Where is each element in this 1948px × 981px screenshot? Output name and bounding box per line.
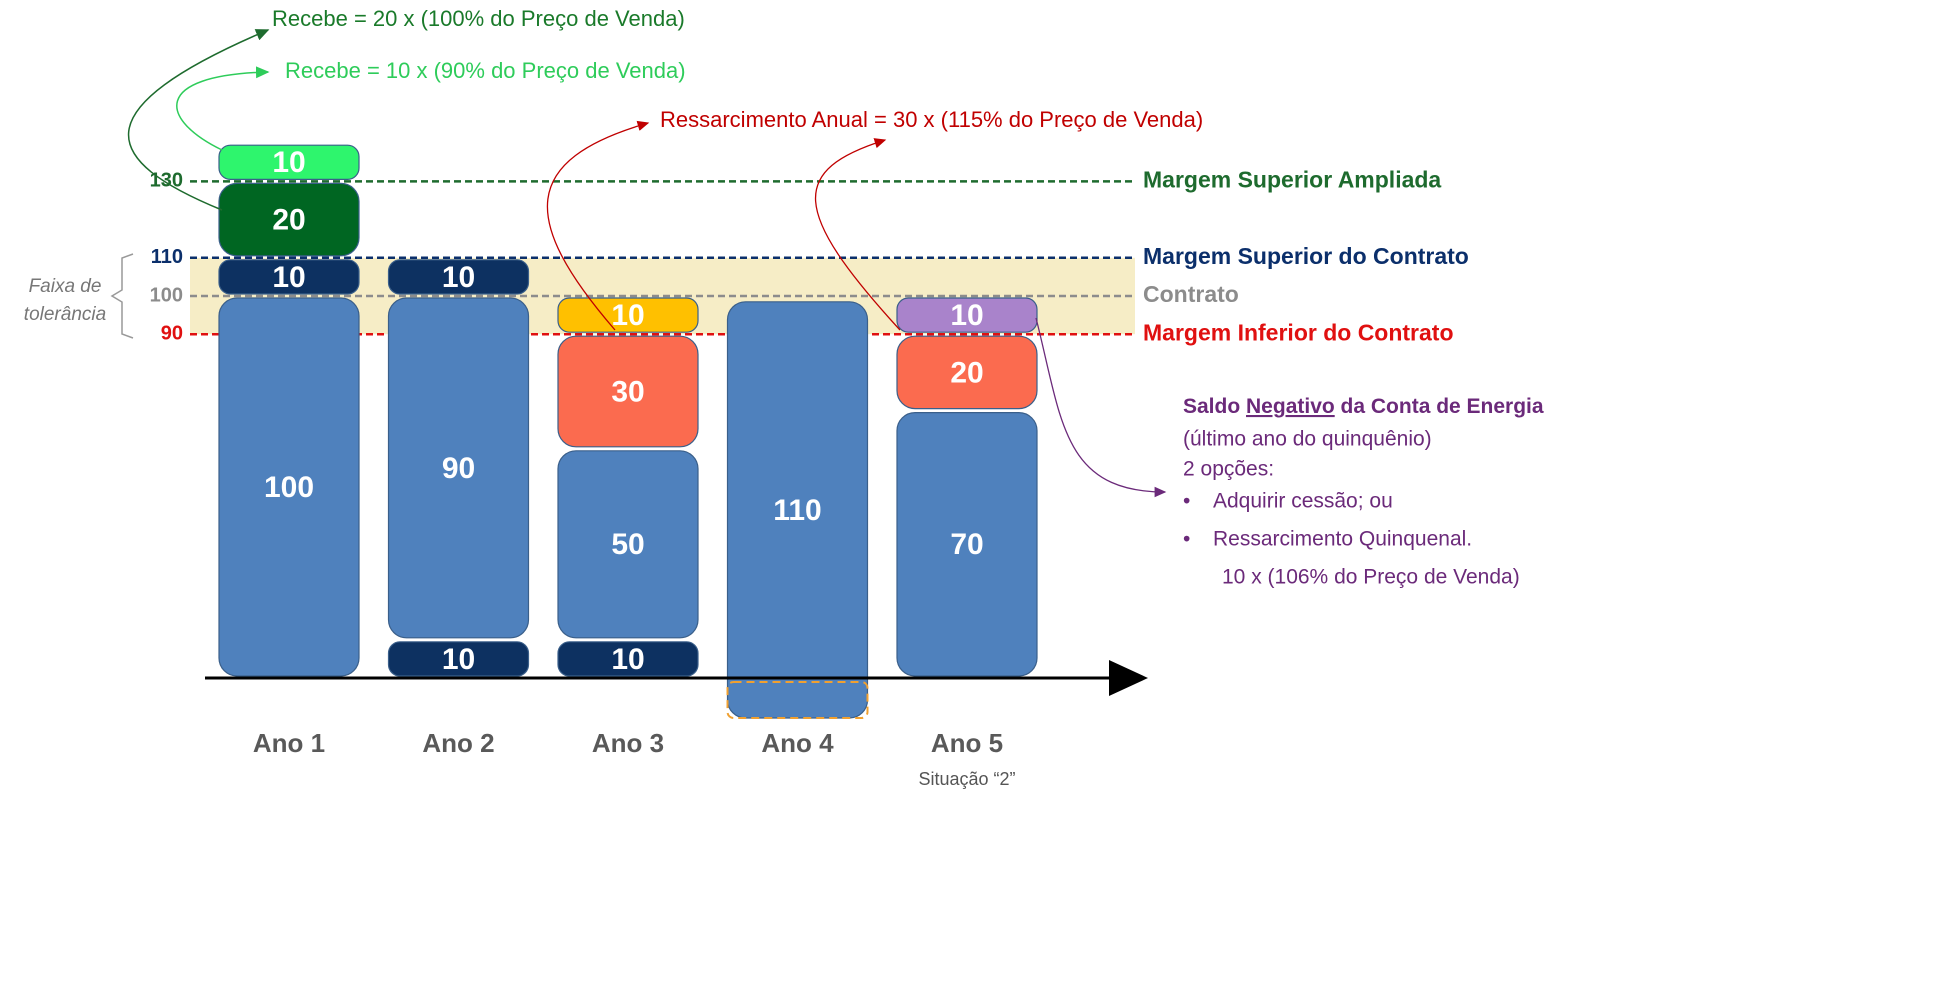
category-label: Ano 1 [253, 728, 325, 758]
category-note: Situação “2” [918, 769, 1015, 789]
bullet: Adquirir cessão; ou [1213, 490, 1393, 513]
bar-segment [387, 259, 530, 295]
category-label: Ano 3 [592, 728, 664, 758]
reference-label: Margem Superior Ampliada [1143, 166, 1441, 192]
reference-value: 100 [150, 284, 183, 306]
bullet-dot: • [1183, 528, 1190, 551]
reference-label: Contrato [1143, 281, 1239, 307]
side-note-line: (último ano do quinquênio) [1183, 428, 1432, 451]
overflow-box [726, 681, 869, 719]
segment-label: 90 [442, 452, 475, 485]
segment-label: 100 [264, 471, 314, 504]
band-label: Faixa de [29, 276, 102, 297]
arrow [1035, 317, 1167, 498]
bar-segment [896, 412, 1038, 677]
segment-label: 10 [272, 261, 305, 294]
category-label: Ano 5 [931, 728, 1003, 758]
bar-segment [218, 144, 360, 180]
segment-label: 110 [773, 494, 821, 527]
bar-segment [387, 297, 530, 639]
side-note-title: Saldo Negativo da Conta de Energia [1183, 395, 1544, 418]
segment-label: 10 [611, 299, 644, 332]
segment-label: 10 [442, 643, 475, 676]
arrow [176, 66, 270, 151]
bar-segment [557, 641, 699, 677]
segment-label: 10 [611, 643, 644, 676]
bar-segment [218, 182, 360, 257]
annotation: Recebe = 20 x (100% do Preço de Venda) [272, 6, 685, 31]
annotation: Recebe = 10 x (90% do Preço de Venda) [285, 58, 686, 83]
bar-segment [218, 297, 360, 677]
side-note-line: 2 opções: [1183, 458, 1274, 481]
reference-value: 110 [151, 246, 183, 268]
bullet-dot: • [1183, 490, 1190, 513]
reference-label: Margem Superior do Contrato [1143, 243, 1469, 269]
title-part: Saldo [1183, 395, 1246, 418]
bullet: Ressarcimento Quinquenal. [1213, 528, 1472, 551]
segment-label: 10 [950, 299, 983, 332]
bar-segment [557, 297, 699, 333]
bracket [110, 253, 134, 339]
segment-label: 50 [611, 528, 644, 561]
bar-segment [896, 297, 1038, 333]
reference-value: 130 [150, 170, 183, 192]
category-label: Ano 2 [422, 728, 494, 758]
bar-segment [387, 641, 530, 677]
bar-segment [557, 450, 699, 639]
annotation: Ressarcimento Anual = 30 x (115% do Preç… [660, 107, 1203, 132]
segment-label: 20 [950, 356, 983, 389]
arrow [128, 29, 270, 211]
title-part: Negativo [1246, 395, 1335, 418]
reference-value: 90 [161, 322, 183, 344]
segment-label: 10 [272, 146, 305, 179]
bar-segment [557, 335, 699, 448]
bar-segment [896, 335, 1038, 410]
reference-label: Margem Inferior do Contrato [1143, 319, 1454, 345]
title-part: da Conta de Energia [1335, 395, 1544, 418]
side-note-detail: 10 x (106% do Preço de Venda) [1222, 566, 1520, 589]
segment-label: 70 [950, 528, 983, 561]
segment-label: 30 [611, 375, 644, 408]
segment-label: 20 [272, 204, 305, 237]
bar-segment [218, 259, 360, 295]
category-label: Ano 4 [761, 728, 834, 758]
arrow [546, 120, 650, 331]
band-label: tolerância [24, 304, 106, 325]
arrow [814, 138, 901, 331]
segment-label: 10 [442, 261, 475, 294]
